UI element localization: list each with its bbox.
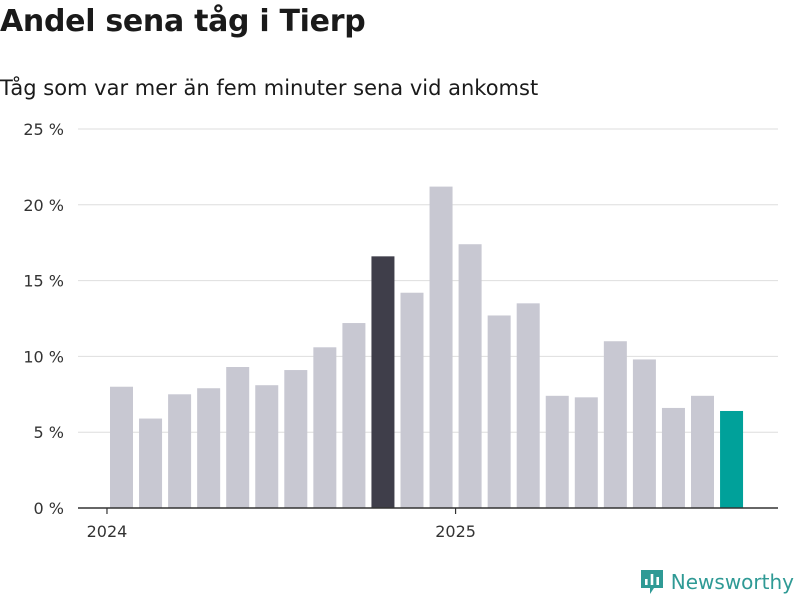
brand-name: Newsworthy (670, 570, 794, 594)
x-tick-label: 2024 (87, 522, 128, 541)
bar (574, 397, 598, 508)
y-tick-label: 0 % (34, 499, 64, 518)
bar (342, 323, 366, 508)
bar (255, 385, 279, 508)
y-tick-label: 10 % (23, 347, 64, 366)
bar (458, 244, 482, 508)
bar (400, 292, 424, 508)
chart-subtitle: Tåg som var mer än fem minuter sena vid … (0, 76, 539, 100)
bar (603, 341, 627, 508)
newsworthy-logo-icon (640, 570, 663, 594)
bar (110, 386, 133, 508)
bar (429, 186, 453, 508)
bar (197, 388, 221, 508)
bar (516, 303, 540, 508)
bar-chart: 0 % 5 % 10 % 15 % 20 % 25 % 2024 2025 (23, 120, 778, 541)
bar (371, 256, 395, 508)
bar (139, 418, 163, 508)
y-tick-label: 25 % (23, 120, 64, 139)
bar (720, 410, 744, 508)
bar (661, 407, 685, 508)
y-tick-label: 15 % (23, 272, 64, 291)
bar (168, 394, 192, 508)
y-tick-label: 5 % (34, 423, 64, 442)
bar (632, 359, 656, 508)
bar (691, 395, 714, 508)
bar (313, 347, 337, 508)
y-tick-label: 20 % (23, 196, 64, 215)
x-tick-label: 2025 (435, 522, 476, 541)
bar (487, 315, 511, 508)
bar (545, 395, 569, 508)
bar (226, 367, 250, 508)
brand-logo[interactable]: Newsworthy (639, 568, 794, 596)
bar (284, 370, 308, 508)
chart-title: Andel sena tåg i Tierp (0, 4, 366, 39)
